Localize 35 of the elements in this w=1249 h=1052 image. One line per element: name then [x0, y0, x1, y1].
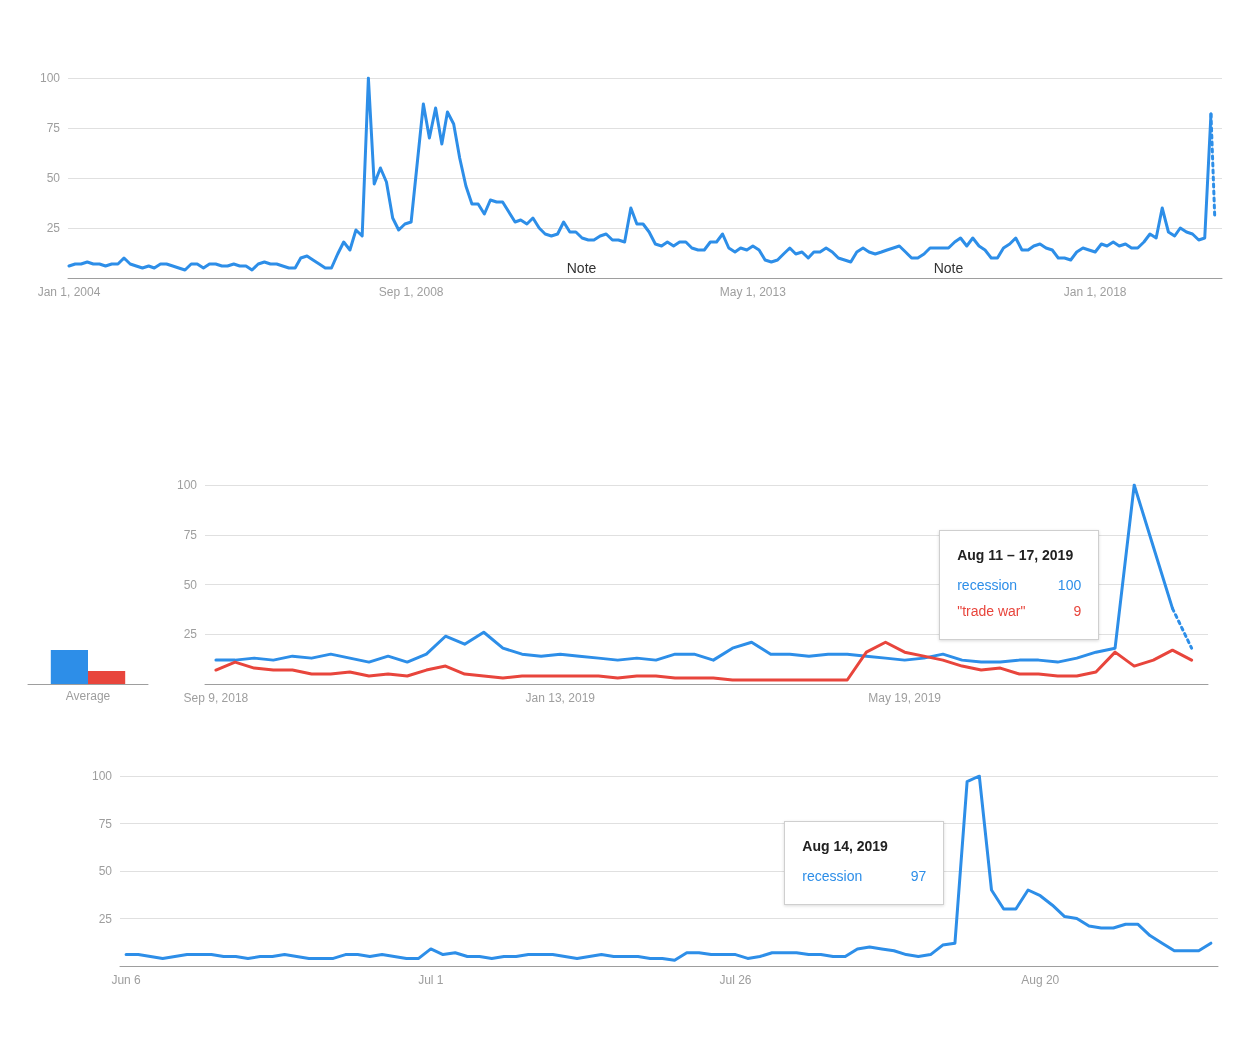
- annotation: Note: [566, 260, 597, 276]
- y-tick-label: 100: [91, 769, 113, 783]
- tooltip-box: Aug 11 – 17, 2019 recession 100 "trade war" 9: [939, 530, 1100, 640]
- y-tick-label: 75: [183, 527, 198, 542]
- annotation: 97: [910, 868, 927, 886]
- x-tick-label: Jul 26: [719, 973, 752, 987]
- annotation: Aug 14, 2019: [802, 838, 889, 854]
- y-tick-label: 75: [46, 121, 61, 135]
- y-tick-label: 25: [98, 911, 113, 926]
- line-series: [214, 640, 1194, 682]
- x-tick-label: Jan 1, 2018: [1063, 285, 1127, 299]
- x-tick-label: Jul 1: [418, 973, 444, 987]
- y-tick-label: 100: [176, 478, 198, 492]
- annotation: Aug 11 – 17, 2019: [957, 547, 1075, 563]
- annotation: Note: [933, 260, 964, 276]
- x-tick-label: May 1, 2013: [719, 285, 787, 299]
- x-tick-label: Aug 20: [1021, 973, 1060, 987]
- y-tick-label: 75: [98, 816, 113, 831]
- x-tick-label: Sep 9, 2018: [183, 691, 249, 705]
- x-tick-label: May 19, 2019: [868, 691, 942, 705]
- x-tick-label: Sep 1, 2008: [378, 285, 444, 299]
- line-series: [124, 774, 1213, 962]
- annotation: 9: [1073, 603, 1082, 621]
- x-tick-label: Average: [65, 689, 111, 703]
- y-tick-label: 50: [46, 171, 61, 185]
- y-tick-label: 50: [183, 577, 198, 592]
- tooltip-box: Aug 14, 2019 recession 97: [784, 821, 945, 905]
- annotation: 100: [1057, 577, 1082, 595]
- y-tick-label: 25: [183, 627, 198, 642]
- y-tick-label: 25: [46, 221, 61, 235]
- y-tick-label: 50: [98, 864, 113, 878]
- x-tick-label: Jun 6: [111, 973, 142, 987]
- x-tick-label: Jan 1, 2004: [37, 285, 101, 299]
- y-tick-label: 100: [39, 71, 61, 85]
- x-tick-label: Jan 13, 2019: [525, 691, 596, 705]
